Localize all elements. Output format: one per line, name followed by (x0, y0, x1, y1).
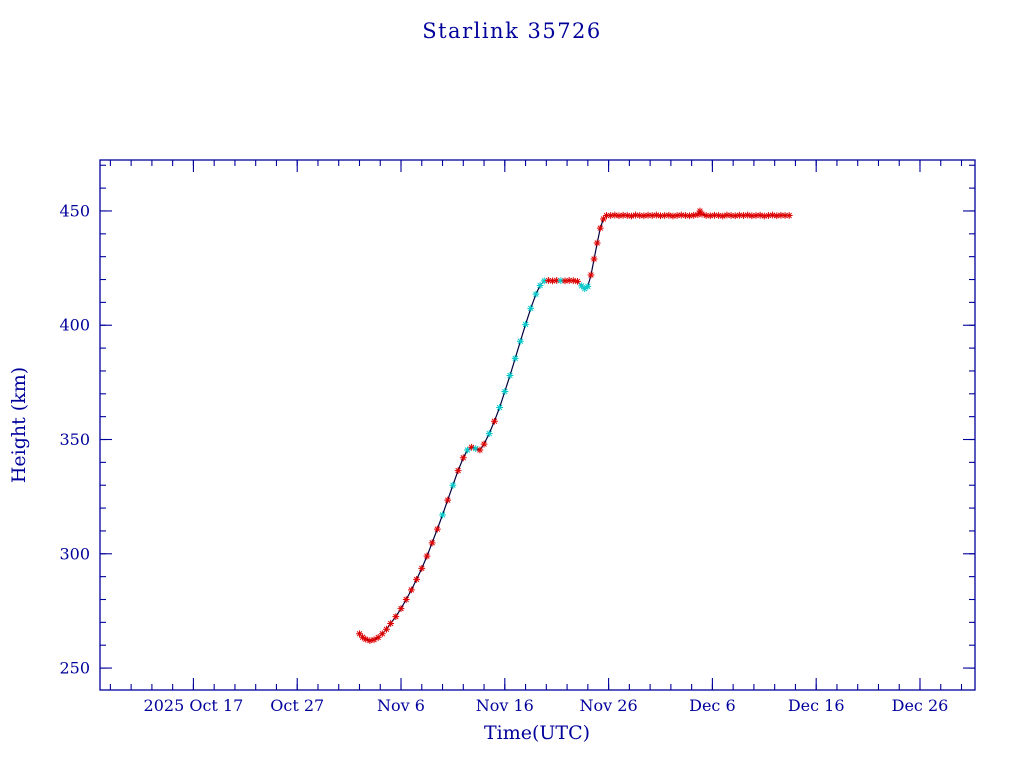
svg-text:Dec 16: Dec 16 (788, 696, 845, 715)
x-axis-label: Time(UTC) (483, 722, 591, 744)
svg-text:Nov 6: Nov 6 (377, 696, 425, 715)
svg-text:250: 250 (59, 659, 90, 678)
svg-text:Dec 26: Dec 26 (892, 696, 949, 715)
svg-text:350: 350 (59, 430, 90, 449)
svg-text:Oct 27: Oct 27 (270, 696, 324, 715)
chart-title: Starlink 35726 (422, 19, 602, 43)
plot-frame (99, 159, 976, 691)
height-series-line (359, 209, 790, 642)
axis-ticks (100, 160, 975, 690)
svg-text:2025 Oct 17: 2025 Oct 17 (144, 696, 244, 715)
svg-text:450: 450 (59, 201, 90, 220)
svg-text:Nov 26: Nov 26 (580, 696, 638, 715)
data-markers (356, 207, 793, 645)
svg-text:300: 300 (59, 544, 90, 563)
tick-labels: 2025 Oct 17 Oct 27 Nov 6 Nov 16 Nov 26 Dec 6 D… (59, 201, 948, 715)
svg-text:400: 400 (59, 316, 90, 335)
svg-text:Dec 6: Dec 6 (689, 696, 736, 715)
svg-text:Nov 16: Nov 16 (476, 696, 534, 715)
